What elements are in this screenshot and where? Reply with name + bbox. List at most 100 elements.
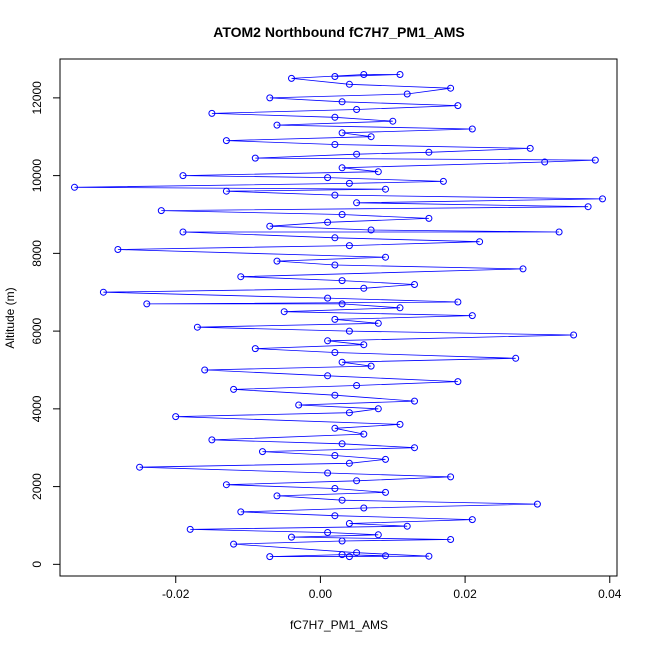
data-point — [591, 156, 599, 164]
data-point — [331, 315, 339, 323]
data-point — [353, 150, 361, 158]
data-point — [345, 80, 353, 88]
data-point — [468, 516, 476, 524]
data-point — [382, 455, 389, 463]
data-point — [396, 420, 404, 428]
y-tick-label: 6000 — [30, 317, 44, 344]
plot-area — [71, 71, 606, 561]
data-point — [367, 226, 375, 234]
data-point — [353, 106, 361, 113]
data-point — [331, 485, 339, 492]
data-point — [338, 358, 346, 366]
data-point — [447, 473, 455, 481]
data-point — [389, 117, 397, 125]
data-point — [454, 102, 462, 110]
data-point — [114, 246, 122, 253]
data-point — [345, 459, 353, 467]
data-point — [266, 553, 274, 561]
data-point — [273, 257, 281, 265]
data-point — [425, 214, 433, 222]
x-tick-label: -0.02 — [162, 587, 190, 601]
data-point — [324, 372, 332, 380]
x-axis: -0.02 0.00 0.02 0.04 — [162, 575, 622, 601]
data-point — [447, 84, 455, 92]
data-point — [403, 90, 411, 98]
x-tick-label: 0.00 — [309, 587, 333, 601]
data-point — [324, 529, 332, 536]
data-point — [331, 349, 339, 356]
data-point — [374, 531, 382, 539]
data-point — [599, 195, 606, 203]
data-point — [345, 327, 353, 335]
data-point — [331, 73, 339, 80]
data-point — [360, 504, 368, 512]
y-tick-label: 0 — [30, 561, 44, 568]
data-point — [331, 141, 339, 148]
data-point — [179, 228, 187, 236]
data-point — [345, 553, 353, 561]
data-point — [439, 177, 447, 185]
data-point — [338, 300, 346, 308]
data-point — [360, 284, 368, 292]
chart-title: ATOM2 Northbound fC7H7_PM1_AMS — [213, 24, 465, 40]
data-point — [512, 354, 520, 362]
data-point — [411, 281, 418, 288]
data-point — [468, 312, 476, 320]
data-point — [533, 500, 541, 508]
data-point — [403, 522, 411, 530]
y-tick-label: 4000 — [30, 395, 44, 422]
data-point — [266, 94, 274, 102]
data-point — [324, 218, 332, 226]
data-point — [345, 179, 353, 187]
data-point — [360, 341, 368, 349]
data-point — [338, 98, 346, 106]
data-point — [353, 199, 361, 207]
data-point — [367, 133, 375, 141]
data-point — [454, 298, 462, 306]
data-point — [382, 488, 389, 496]
series-line — [74, 74, 603, 557]
data-point — [338, 551, 346, 559]
data-point — [338, 537, 346, 545]
data-point — [193, 323, 201, 331]
data-point — [374, 168, 382, 176]
y-tick-label: 8000 — [30, 240, 44, 267]
data-point — [273, 492, 281, 500]
plot-frame — [59, 58, 618, 577]
data-point — [468, 125, 476, 133]
data-point — [367, 362, 375, 370]
data-point — [251, 154, 259, 162]
data-point — [172, 413, 180, 421]
data-point — [222, 481, 230, 489]
data-point — [201, 366, 209, 374]
data-point — [324, 337, 332, 345]
data-point — [447, 536, 455, 543]
data-point — [519, 265, 527, 273]
data-point — [222, 187, 230, 195]
data-point — [331, 191, 339, 199]
data-point — [99, 288, 107, 296]
data-point — [331, 261, 339, 269]
x-tick-label: 0.04 — [598, 587, 622, 601]
data-point — [324, 469, 332, 477]
x-tick-label: 0.02 — [453, 587, 477, 601]
data-point — [230, 385, 238, 393]
data-point — [555, 228, 563, 236]
data-point — [411, 444, 418, 452]
data-point — [345, 242, 353, 250]
data-point — [143, 300, 151, 308]
data-point — [266, 222, 274, 230]
data-point — [273, 121, 281, 129]
data-point — [331, 391, 339, 399]
data-point — [374, 405, 382, 413]
data-point — [396, 304, 404, 312]
data-point — [324, 294, 332, 302]
data-point — [288, 533, 295, 541]
data-point — [425, 552, 433, 560]
data-point — [353, 477, 361, 485]
data-point — [331, 452, 339, 459]
data-point — [425, 148, 433, 156]
data-point — [186, 525, 194, 533]
data-point — [295, 401, 303, 409]
